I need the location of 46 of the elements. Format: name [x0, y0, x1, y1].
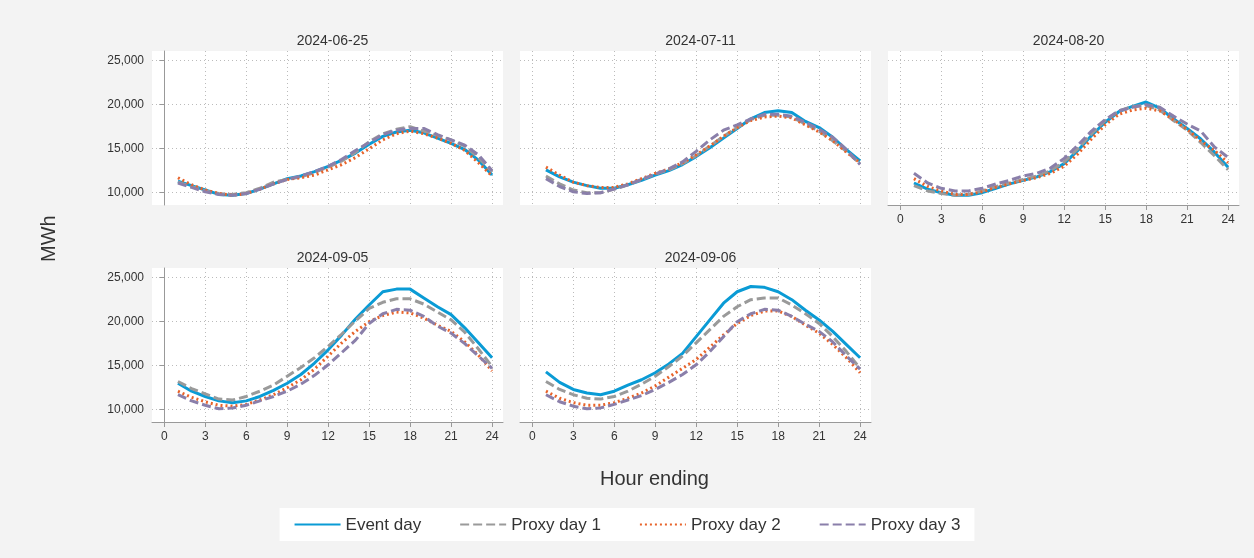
x-tick-label: 9: [1019, 212, 1027, 226]
legend-label: Proxy day 1: [511, 515, 601, 534]
x-tick-label: 15: [730, 429, 745, 443]
x-tick-label: 21: [812, 429, 827, 443]
legend-label: Event day: [345, 515, 422, 534]
chart-title: 2024-07-11: [665, 32, 736, 48]
x-tick-label: 24: [485, 429, 500, 443]
x-tick-label: 21: [444, 429, 459, 443]
legend-label: Proxy day 3: [870, 515, 961, 534]
x-tick-label: 9: [651, 429, 659, 443]
x-tick-label: 3: [201, 429, 209, 443]
x-tick-label: 24: [1221, 212, 1236, 226]
x-tick-label: 6: [242, 429, 250, 443]
y-tick-label: 15,000: [107, 357, 145, 372]
y-axis-title: MWh: [37, 215, 59, 262]
x-tick-label: 21: [1180, 212, 1195, 226]
y-tick-label: 25,000: [107, 269, 145, 284]
x-tick-label: 12: [321, 429, 336, 443]
x-tick-label: 0: [528, 429, 536, 443]
y-tick-label: 20,000: [107, 313, 145, 328]
x-tick-label: 15: [1098, 212, 1113, 226]
legend-label: Proxy day 2: [690, 515, 781, 534]
y-tick-label: 10,000: [107, 401, 145, 416]
x-axis-title: Hour ending: [600, 467, 709, 489]
x-tick-label: 24: [853, 429, 868, 443]
y-tick-label: 10,000: [107, 184, 145, 199]
x-tick-label: 15: [362, 429, 377, 443]
chart-title: 2024-06-25: [296, 32, 369, 48]
x-tick-label: 6: [610, 429, 618, 443]
chart-title: 2024-09-06: [664, 249, 737, 265]
chart-title: 2024-09-05: [296, 249, 369, 265]
x-tick-label: 12: [689, 429, 704, 443]
y-tick-label: 20,000: [107, 96, 145, 111]
x-tick-label: 18: [1139, 212, 1154, 226]
chart-title: 2024-08-20: [1032, 32, 1105, 48]
y-tick-label: 25,000: [107, 52, 145, 67]
x-tick-label: 0: [896, 212, 904, 226]
x-tick-label: 3: [937, 212, 945, 226]
x-tick-label: 0: [160, 429, 168, 443]
x-tick-label: 6: [978, 212, 986, 226]
x-tick-label: 12: [1057, 212, 1072, 226]
y-tick-label: 15,000: [107, 140, 145, 155]
x-tick-label: 18: [403, 429, 418, 443]
x-tick-label: 3: [569, 429, 577, 443]
x-tick-label: 18: [771, 429, 786, 443]
x-tick-label: 9: [283, 429, 291, 443]
